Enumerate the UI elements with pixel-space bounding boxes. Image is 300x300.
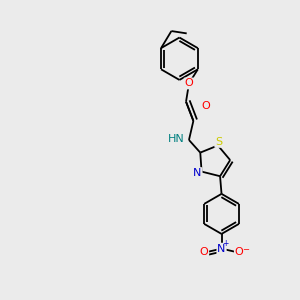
Text: O: O (235, 247, 244, 257)
Text: N: N (217, 244, 226, 254)
Text: O: O (202, 101, 210, 111)
Text: S: S (215, 137, 222, 147)
Text: −: − (242, 245, 249, 254)
Text: +: + (222, 239, 229, 248)
Text: O: O (184, 79, 193, 88)
Text: O: O (200, 247, 208, 257)
Text: HN: HN (168, 134, 185, 143)
Text: N: N (193, 168, 202, 178)
